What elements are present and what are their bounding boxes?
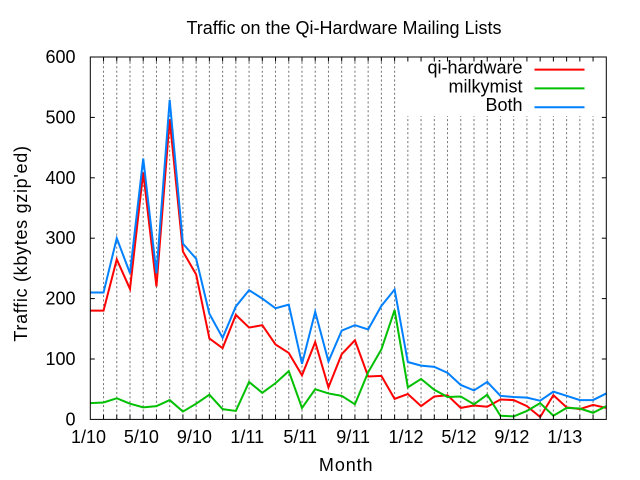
svg-text:Traffic on the Qi-Hardware Mai: Traffic on the Qi-Hardware Mailing Lists bbox=[186, 18, 501, 38]
svg-text:1/12: 1/12 bbox=[389, 427, 424, 447]
svg-text:5/10: 5/10 bbox=[124, 427, 159, 447]
svg-text:Traffic (kbytes gzip'ed): Traffic (kbytes gzip'ed) bbox=[11, 145, 31, 341]
svg-text:100: 100 bbox=[45, 349, 75, 369]
svg-text:9/10: 9/10 bbox=[177, 427, 212, 447]
svg-text:9/11: 9/11 bbox=[336, 427, 370, 447]
svg-text:Both: Both bbox=[485, 95, 522, 115]
svg-text:600: 600 bbox=[45, 47, 75, 67]
svg-text:1/10: 1/10 bbox=[71, 427, 106, 447]
svg-text:1/11: 1/11 bbox=[230, 427, 264, 447]
svg-text:500: 500 bbox=[45, 107, 75, 127]
svg-text:1/13: 1/13 bbox=[547, 427, 582, 447]
svg-text:400: 400 bbox=[45, 168, 75, 188]
svg-text:milkymist: milkymist bbox=[449, 76, 523, 96]
svg-text:Month: Month bbox=[319, 455, 374, 475]
svg-text:0: 0 bbox=[65, 409, 75, 429]
svg-text:5/11: 5/11 bbox=[283, 427, 317, 447]
svg-text:5/12: 5/12 bbox=[441, 427, 476, 447]
svg-text:qi-hardware: qi-hardware bbox=[427, 58, 522, 78]
svg-text:200: 200 bbox=[45, 289, 75, 309]
svg-text:300: 300 bbox=[45, 228, 75, 248]
svg-text:9/12: 9/12 bbox=[494, 427, 529, 447]
